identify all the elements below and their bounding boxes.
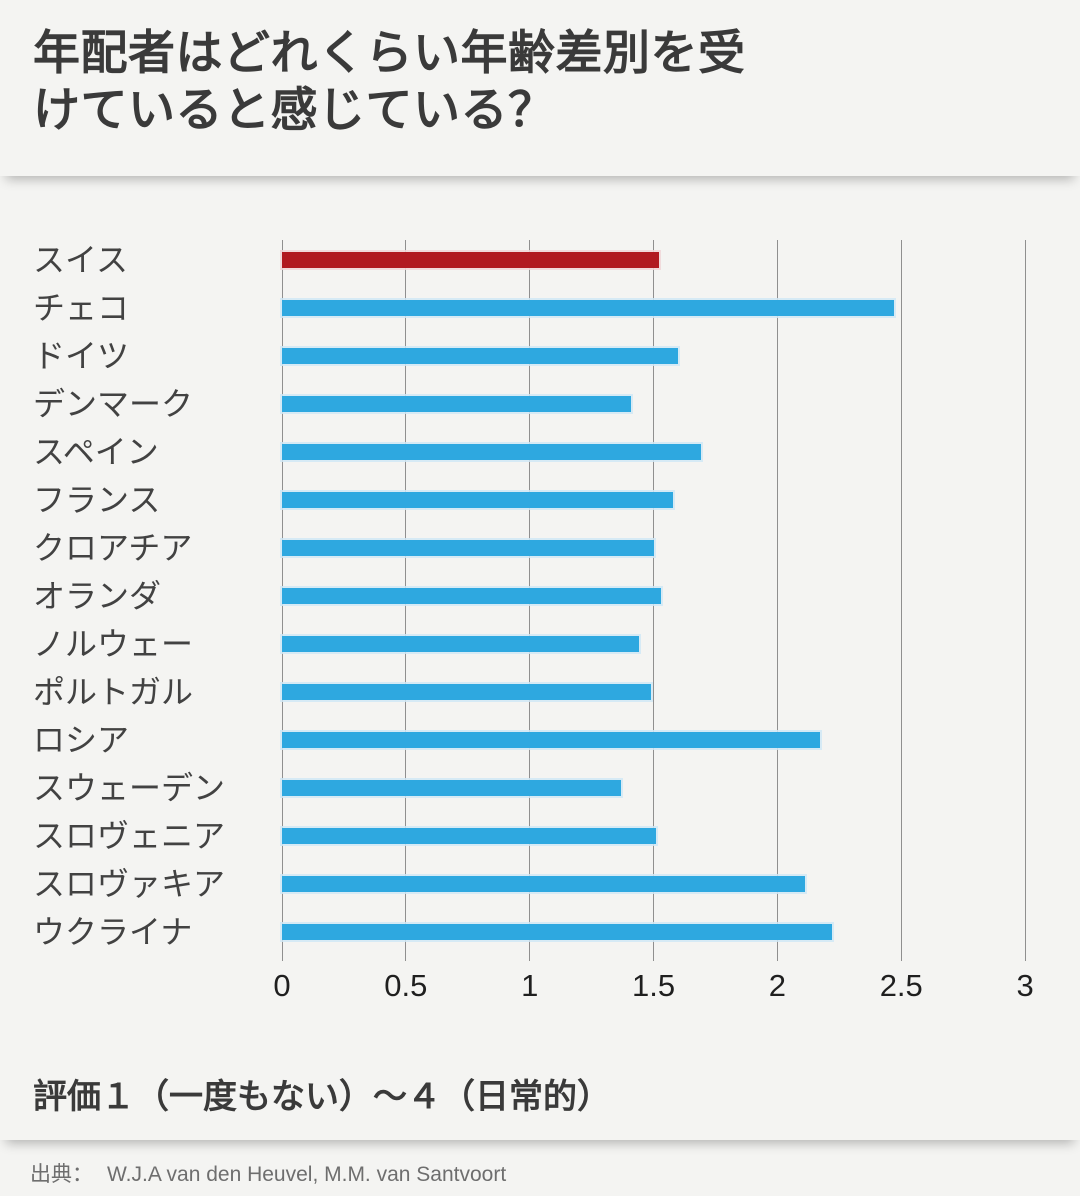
x-axis-tick-label: 1.5 <box>631 968 676 1003</box>
scale-note: 評価１（一度もない）～４（日常的） <box>33 1078 611 1116</box>
x-axis-tick-label: 1 <box>521 968 539 1003</box>
page-title: 年配者はどれくらい年齢差別を受 けていると感じている？ <box>33 24 746 138</box>
x-axis-tick-label: 0 <box>273 968 291 1003</box>
footer: 出典： W.J.A van den Heuvel, M.M. van Santvo… <box>0 1140 1080 1196</box>
bar <box>282 732 820 748</box>
category-label: ポルトガル <box>33 674 194 710</box>
category-label: スロヴァキア <box>33 866 226 902</box>
category-label: ウクライナ <box>33 914 193 950</box>
page-title-line-1: 年配者はどれくらい年齢差別を受 <box>33 26 746 79</box>
chart-card: 0 0.5 1 1.5 2 2.5 3 スイスチェコドイツデンマークスペインフランスクロアチア… <box>0 176 1080 1140</box>
category-label: クロアチア <box>33 530 193 566</box>
category-label: フランス <box>33 482 161 518</box>
category-label: スイス <box>33 242 129 278</box>
category-label: スペイン <box>33 434 159 470</box>
bar <box>282 828 657 844</box>
category-label: ドイツ <box>33 338 130 374</box>
bar <box>282 252 659 268</box>
bar <box>282 492 674 508</box>
category-label: スウェーデン <box>33 770 226 806</box>
bar <box>282 396 632 412</box>
header: 年配者はどれくらい年齢差別を受 けていると感じている？ <box>0 0 1080 176</box>
x-axis-tick-label: 0.5 <box>384 968 428 1003</box>
gridline <box>1024 240 1026 961</box>
bar <box>282 876 805 892</box>
category-label: オランダ <box>33 578 162 614</box>
source: 出典： W.J.A van den Heuvel, M.M. van Santvo… <box>30 1158 506 1188</box>
x-axis-tick-label: 2.5 <box>879 968 923 1003</box>
bar <box>282 924 832 940</box>
bar <box>282 300 894 316</box>
gridline <box>900 240 902 961</box>
x-axis-tick-label: 3 <box>1016 968 1034 1003</box>
bar <box>282 780 622 796</box>
category-label: ロシア <box>33 722 130 758</box>
x-axis-tick-label: 2 <box>768 968 787 1003</box>
page-title-line-2: けていると感じている？ <box>33 83 556 136</box>
bar <box>282 540 654 556</box>
category-label: スロヴェニア <box>33 818 226 854</box>
category-label: ノルウェー <box>33 626 194 662</box>
gridline <box>776 240 778 961</box>
source-label: 出典： <box>30 1163 93 1186</box>
category-label: デンマーク <box>33 386 194 422</box>
bar <box>282 444 701 460</box>
bar <box>282 588 661 604</box>
bar <box>282 684 652 700</box>
bar <box>282 636 639 652</box>
category-label: チェコ <box>33 290 130 326</box>
source-text: W.J.A van den Heuvel, M.M. van Santvoort <box>107 1163 507 1186</box>
bar <box>282 348 679 364</box>
